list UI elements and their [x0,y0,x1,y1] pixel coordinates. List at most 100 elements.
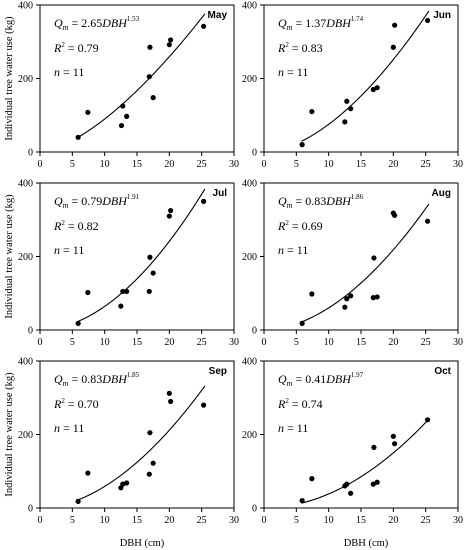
fit-curve [301,203,430,323]
eq-q-sub: m [287,201,293,210]
data-point [146,288,152,295]
x-tick-label: 10 [324,515,334,526]
data-point [392,22,398,28]
data-point [168,398,174,405]
r2-symbol: R [53,219,62,233]
data-point [120,103,126,109]
eq-exponent: 1.74 [351,15,364,23]
x-tick-label: 30 [453,337,463,348]
r-squared: R2 = 0.70 [53,397,99,411]
data-point [168,37,174,43]
data-point [299,142,305,148]
fit-curve [301,418,430,504]
n-symbol: n [54,421,60,435]
data-point [201,402,207,408]
x-tick-label: 10 [324,337,334,348]
x-tick-label: 10 [324,159,334,170]
n-value: = 11 [60,243,84,257]
data-point [124,480,130,486]
x-tick-label: 25 [197,159,207,170]
data-point [374,294,380,300]
r2-exp: 2 [285,397,289,405]
x-tick-label: 30 [229,159,239,170]
equation: Qm = 0.83DBH1.85 [54,371,140,388]
panel-aug: 0 5 10 15 20 25 30 0 200 400 Aug Qm = 0.83DBH1.86 R2… [242,179,463,349]
data-point [75,320,81,326]
data-point [124,113,130,119]
data-point [147,254,153,260]
x-tick-label: 20 [164,159,174,170]
x-tick-label: 20 [164,515,174,526]
y-tick-label: 200 [242,74,257,85]
x-tick-label: 10 [100,159,110,170]
r-squared: R2 = 0.82 [53,219,99,233]
x-tick-label: 0 [38,515,43,526]
eq-dbh: DBH [325,194,352,208]
data-point [342,304,348,310]
eq-dbh: DBH [101,372,128,386]
r2-symbol: R [53,41,62,55]
eq-coef: 0.83 [81,372,102,386]
data-point [348,293,354,299]
fit-curve [77,385,206,501]
x-tick-label: 25 [197,337,207,348]
x-tick-label: 15 [132,159,142,170]
r2-value: = 0.69 [289,219,323,233]
r2-exp: 2 [285,219,289,227]
eq-mid: = [292,194,305,208]
data-point [75,498,81,504]
n-value: = 11 [284,65,308,79]
r2-exp: 2 [285,41,289,49]
r-squared: R2 = 0.83 [277,41,323,55]
eq-q: Q [278,194,287,208]
eq-dbh: DBH [101,16,128,30]
y-tick-label: 400 [242,179,257,190]
y-tick-label: 0 [252,148,257,159]
eq-coef: 0.41 [305,372,326,386]
data-point [425,17,431,24]
r2-exp: 2 [61,41,65,49]
eq-q: Q [54,372,63,386]
n-value: = 11 [284,421,308,435]
data-point [370,295,376,301]
equation: Qm = 1.37DBH1.74 [278,15,364,32]
data-point [374,85,380,91]
y-tick-label: 0 [28,148,33,159]
x-tick-label: 20 [164,337,174,348]
y-tick-label: 200 [242,430,257,441]
r2-value: = 0.79 [65,41,99,55]
x-axis-title: DBH (cm) [120,538,165,549]
data-point [390,44,396,50]
y-tick-label: 400 [18,179,33,190]
r-squared: R2 = 0.74 [277,397,323,411]
data-point [146,471,152,477]
x-tick-label: 0 [262,515,267,526]
y-tick-label: 400 [242,1,257,12]
eq-mid: = [68,372,81,386]
eq-q-sub: m [63,201,69,210]
y-tick-label: 200 [18,252,33,263]
equation: Qm = 2.65DBH1.53 [54,15,140,32]
month-label: Jul [213,188,228,199]
equation: Qm = 0.83DBH1.86 [278,193,364,210]
data-point [120,288,126,295]
eq-q-sub: m [287,379,293,388]
x-tick-label: 20 [388,159,398,170]
y-tick-label: 200 [242,252,257,263]
eq-mid: = [68,194,81,208]
data-point [150,460,156,466]
data-point [201,23,207,29]
data-point [348,106,354,112]
data-point [392,212,398,218]
eq-exponent: 1.53 [127,15,140,23]
month-label: Oct [434,366,451,377]
sample-size: n = 11 [54,421,84,435]
n-symbol: n [54,243,60,257]
r2-exp: 2 [61,397,65,405]
x-tick-label: 25 [197,515,207,526]
data-point [370,481,376,487]
panel-jun: 0 5 10 15 20 25 30 0 200 400 Jun Qm = 1.37DBH1.74 R2… [242,1,463,171]
r2-value: = 0.83 [289,41,323,55]
data-point [309,291,315,297]
